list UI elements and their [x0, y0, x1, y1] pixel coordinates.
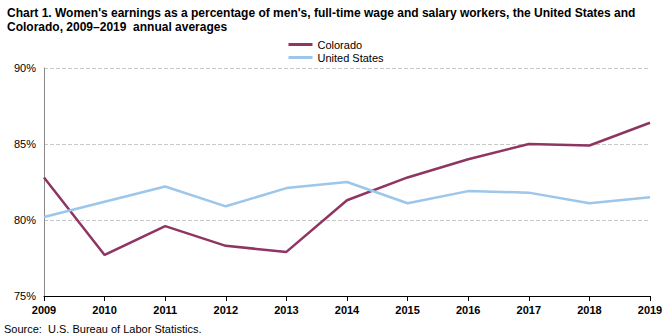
- svg-text:Source: U.S. Bureau of Labor: Source: U.S. Bureau of Labor Statistics.: [4, 323, 201, 335]
- svg-text:2018: 2018: [577, 304, 601, 316]
- svg-text:2011: 2011: [153, 304, 177, 316]
- svg-text:Colorado: Colorado: [317, 39, 362, 51]
- svg-text:75%: 75%: [14, 290, 36, 302]
- svg-text:90%: 90%: [14, 62, 36, 74]
- svg-text:2014: 2014: [335, 304, 360, 316]
- svg-text:2009: 2009: [32, 304, 56, 316]
- svg-text:2010: 2010: [92, 304, 116, 316]
- svg-text:85%: 85%: [14, 138, 36, 150]
- svg-text:2019: 2019: [638, 304, 662, 316]
- svg-text:2012: 2012: [214, 304, 238, 316]
- svg-text:Chart 1. Women's earnings as a: Chart 1. Women's earnings as a percentag…: [7, 6, 639, 20]
- svg-text:Colorado, 2009–2019 annual av: Colorado, 2009–2019 annual averages: [7, 20, 227, 34]
- svg-text:United States: United States: [317, 52, 384, 64]
- svg-text:2013: 2013: [274, 304, 298, 316]
- svg-text:2016: 2016: [456, 304, 480, 316]
- svg-text:2017: 2017: [517, 304, 541, 316]
- svg-text:80%: 80%: [14, 214, 36, 226]
- svg-text:2015: 2015: [395, 304, 419, 316]
